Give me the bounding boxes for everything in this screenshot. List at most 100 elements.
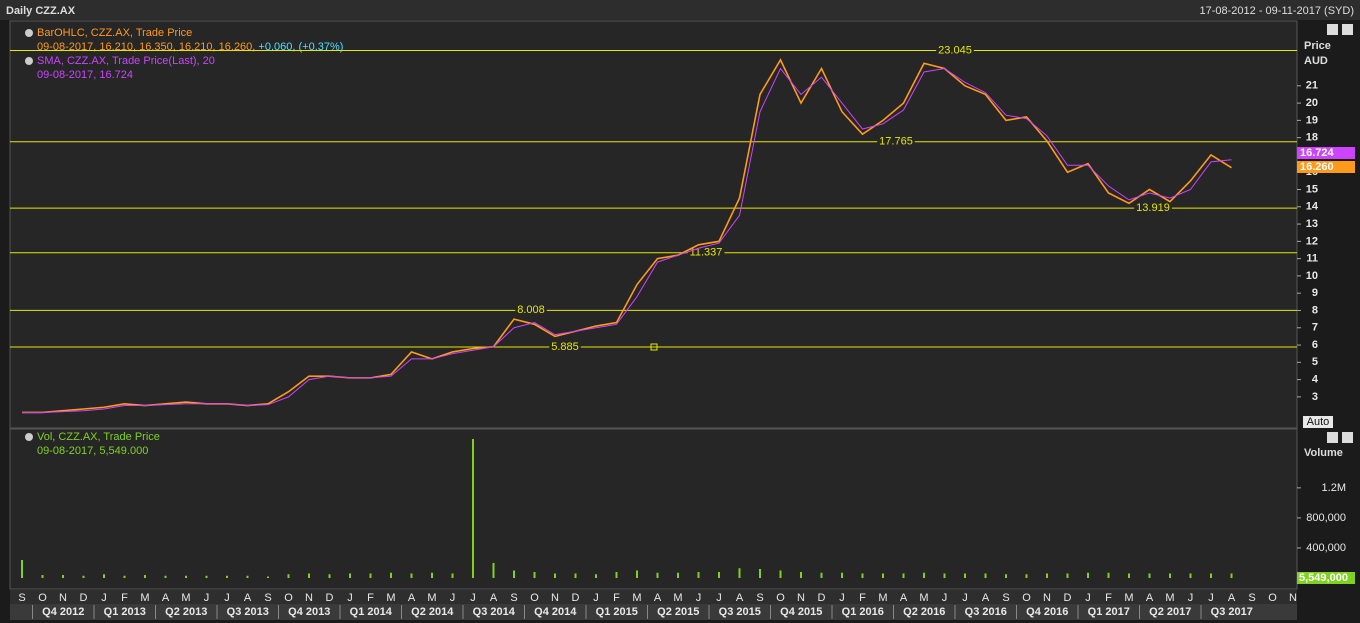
x-tick-label: O [284, 592, 293, 604]
quarter-label: Q3 2017 [1211, 606, 1253, 618]
x-tick-label: F [367, 592, 374, 604]
quarter-label: Q4 2013 [288, 606, 330, 618]
volume-bar [1148, 573, 1151, 578]
volume-bar [1189, 573, 1192, 578]
x-tick-label: A [982, 592, 990, 604]
x-tick-label: A [244, 592, 252, 604]
y-tick-label: 7 [1312, 322, 1318, 334]
volume-bar [1087, 572, 1089, 578]
volume-bar [287, 574, 290, 578]
x-tick-label: F [121, 592, 128, 604]
legend-change: +0.060, (+0.37%) [258, 41, 343, 53]
x-tick-label: N [59, 592, 67, 604]
level-label: 8.008 [517, 304, 545, 316]
x-tick-label: J [942, 592, 948, 604]
price-panel [9, 20, 1298, 429]
volume-bar [451, 573, 454, 578]
volume-bar [595, 574, 597, 578]
volume-bar [1230, 573, 1233, 578]
legend-icon[interactable] [25, 29, 33, 37]
maximize-button[interactable] [1327, 432, 1338, 443]
level-label-bg [936, 44, 974, 57]
volume-bar [574, 573, 577, 578]
volume-bar [226, 575, 228, 578]
quarter-label: Q3 2016 [965, 606, 1007, 618]
quarter-label: Q2 2016 [903, 606, 945, 618]
y-tick-label: 12 [1306, 235, 1318, 247]
volume-bar [349, 573, 351, 578]
x-tick-label: D [326, 592, 334, 604]
x-tick-label: S [756, 592, 763, 604]
level-label: 23.045 [938, 44, 972, 56]
volume-bar [431, 572, 433, 578]
x-tick-label: A [408, 592, 416, 604]
quarter-label: Q4 2016 [1026, 606, 1068, 618]
maximize-button[interactable] [1327, 24, 1338, 35]
quarter-label: Q1 2017 [1088, 606, 1130, 618]
volume-bar [1169, 573, 1171, 578]
volume-panel [9, 428, 1298, 590]
quarter-label: Q3 2014 [473, 606, 516, 618]
auto-button[interactable] [1303, 416, 1333, 428]
close-button[interactable] [1342, 432, 1353, 443]
y-tick-label: 18 [1306, 132, 1318, 144]
x-tick-label: J [101, 592, 107, 604]
x-tick-label: M [181, 592, 190, 604]
x-tick-label: O [38, 592, 47, 604]
quarter-label: Q1 2015 [596, 606, 638, 618]
legend-detail: 09-08-2017, 16.210, 16.350, 16.210, 16.2… [37, 41, 343, 53]
x-tick-label: N [551, 592, 559, 604]
x-tick-label: S [510, 592, 517, 604]
x-tick-label: J [962, 592, 968, 604]
x-tick-label: J [347, 592, 353, 604]
volume-bar [144, 574, 146, 578]
x-tick-label: M [632, 592, 641, 604]
auto-button-label[interactable]: Auto [1307, 416, 1330, 428]
quarter-label: Q1 2014 [350, 606, 393, 618]
x-tick-label: M [673, 592, 682, 604]
volume-bar [41, 574, 44, 578]
x-tick-label: N [797, 592, 805, 604]
x-tick-label: M [919, 592, 928, 604]
legend-entry: BarOHLC, CZZ.AX, Trade Price [37, 27, 192, 39]
x-tick-label: O [1268, 592, 1277, 604]
legend-detail: 09-08-2017, 16.724 [37, 69, 133, 81]
volume-bar [164, 575, 167, 578]
y-tick-label: 5 [1312, 356, 1318, 368]
volume-bar [185, 575, 187, 578]
x-tick-label: N [305, 592, 313, 604]
volume-bar [82, 575, 85, 578]
volume-bar [308, 573, 310, 578]
legend-icon[interactable] [25, 433, 33, 441]
x-tick-label: S [1248, 592, 1255, 604]
volume-bar [738, 568, 741, 578]
x-tick-label: S [1002, 592, 1009, 604]
level-label: 17.765 [879, 136, 913, 148]
close-button[interactable] [1342, 24, 1353, 35]
y-tick-label: 400,000 [1306, 542, 1346, 554]
x-tick-label: S [18, 592, 25, 604]
x-tick-label: M [1124, 592, 1133, 604]
price-tag: 16.260 [1300, 161, 1334, 173]
quarter-label: Q3 2013 [227, 606, 269, 618]
volume-bar [62, 574, 64, 578]
y-tick-label: 9 [1312, 287, 1318, 299]
y-tick-label: 1.2M [1322, 482, 1346, 494]
x-tick-label: A [162, 592, 170, 604]
x-tick-label: J [224, 592, 230, 604]
x-tick-label: M [878, 592, 887, 604]
volume-bar [533, 571, 536, 578]
volume-bar [861, 573, 864, 578]
level-label: 13.919 [1136, 202, 1170, 214]
volume-bar [328, 574, 331, 578]
volume-bar [390, 572, 392, 578]
y-tick-label: 13 [1306, 218, 1318, 230]
quarter-label: Q2 2017 [1149, 606, 1191, 618]
volume-bar [718, 571, 720, 578]
y-tick-label: 6 [1312, 339, 1318, 351]
level-label-bg [515, 304, 547, 317]
x-tick-label: J [1208, 592, 1214, 604]
legend-icon[interactable] [25, 57, 33, 65]
x-tick-label: A [900, 592, 908, 604]
volume-bar [21, 559, 23, 578]
